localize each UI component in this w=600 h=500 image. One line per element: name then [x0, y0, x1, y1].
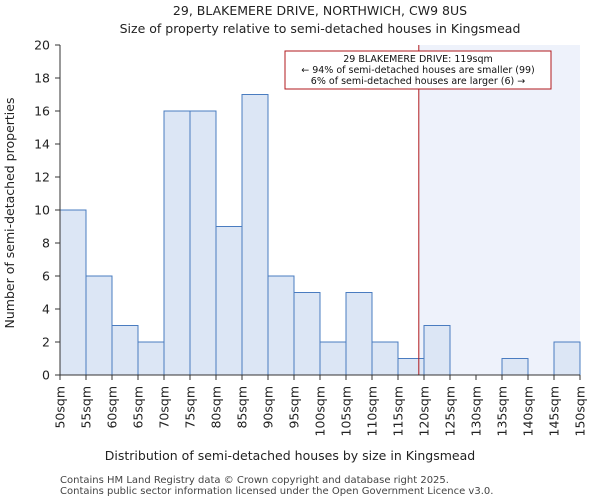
- x-tick-label: 125sqm: [443, 386, 458, 436]
- bar-120sqm: [423, 325, 451, 376]
- x-tick-label: 115sqm: [391, 386, 406, 436]
- x-tick-label: 65sqm: [131, 386, 146, 429]
- x-tick-label: 105sqm: [339, 386, 354, 436]
- x-tick-label: 100sqm: [313, 386, 328, 436]
- y-tick-label: 8: [42, 236, 50, 251]
- x-tick-label: 150sqm: [573, 386, 588, 436]
- x-tick-label: 120sqm: [417, 386, 432, 436]
- x-tick-label: 80sqm: [209, 386, 224, 429]
- chart-subtitle: Size of property relative to semi-detach…: [120, 21, 521, 36]
- larger-region-highlight: [418, 45, 580, 375]
- bar-50sqm: [59, 209, 87, 376]
- y-tick-label: 16: [34, 104, 50, 119]
- bars: [59, 94, 581, 376]
- chart-title: 29, BLAKEMERE DRIVE, NORTHWICH, CW9 8US: [173, 3, 467, 18]
- x-tick-label: 140sqm: [521, 386, 536, 436]
- bar-80sqm: [215, 226, 243, 376]
- x-tick-label: 85sqm: [235, 386, 250, 429]
- footer-line-1: Contains HM Land Registry data © Crown c…: [60, 475, 449, 486]
- bar-55sqm: [85, 275, 113, 376]
- bar-110sqm: [371, 341, 399, 376]
- x-tick-label: 50sqm: [53, 386, 68, 429]
- y-tick-label: 2: [42, 335, 50, 350]
- bar-100sqm: [319, 341, 347, 376]
- x-tick-label: 130sqm: [469, 386, 484, 436]
- y-tick-label: 10: [34, 203, 50, 218]
- x-axis-label: Distribution of semi-detached houses by …: [105, 448, 475, 463]
- footer-line-2: Contains public sector information licen…: [60, 486, 493, 497]
- bar-95sqm: [293, 292, 321, 376]
- y-tick-label: 18: [34, 71, 50, 86]
- y-tick-label: 12: [34, 170, 50, 185]
- x-tick-label: 70sqm: [157, 386, 172, 429]
- annotation-box: 29 BLAKEMERE DRIVE: 119sqm ← 94% of semi…: [284, 50, 552, 90]
- x-tick-label: 95sqm: [287, 386, 302, 429]
- bar-60sqm: [111, 325, 139, 376]
- bar-75sqm: [189, 110, 217, 376]
- bar-70sqm: [163, 110, 191, 376]
- annotation-frame: [284, 50, 552, 90]
- bar-135sqm: [501, 358, 529, 376]
- bar-90sqm: [267, 275, 295, 376]
- x-tick-label: 60sqm: [105, 386, 120, 429]
- y-axis-label: Number of semi-detached properties: [2, 98, 17, 329]
- x-tick-label: 75sqm: [183, 386, 198, 429]
- x-tick-label: 110sqm: [365, 386, 380, 436]
- x-tick-label: 145sqm: [547, 386, 562, 436]
- bar-115sqm: [397, 358, 425, 376]
- annotation-line-2: ← 94% of semi-detached houses are smalle…: [301, 65, 535, 76]
- y-tick-label: 14: [34, 137, 50, 152]
- x-tick-label: 90sqm: [261, 386, 276, 429]
- y-tick-label: 20: [34, 38, 50, 53]
- bar-105sqm: [345, 292, 373, 376]
- x-tick-label: 135sqm: [495, 386, 510, 436]
- y-tick-label: 4: [42, 302, 50, 317]
- bar-65sqm: [137, 341, 165, 376]
- bar-85sqm: [241, 94, 269, 376]
- y-tick-label: 0: [42, 368, 50, 383]
- annotation-line-3: 6% of semi-detached houses are larger (6…: [311, 76, 525, 87]
- x-axis-ticks: 50sqm 55sqm 60sqm 65sqm 70sqm 75sqm 80sqm 85sqm…: [53, 375, 588, 436]
- x-tick-label: 55sqm: [79, 386, 94, 429]
- annotation-line-1: 29 BLAKEMERE DRIVE: 119sqm: [343, 54, 493, 65]
- y-tick-label: 6: [42, 269, 50, 284]
- y-axis-ticks: 0 2 4 6 8 10 12 14 16 18 20: [34, 38, 60, 383]
- bar-145sqm: [553, 341, 581, 376]
